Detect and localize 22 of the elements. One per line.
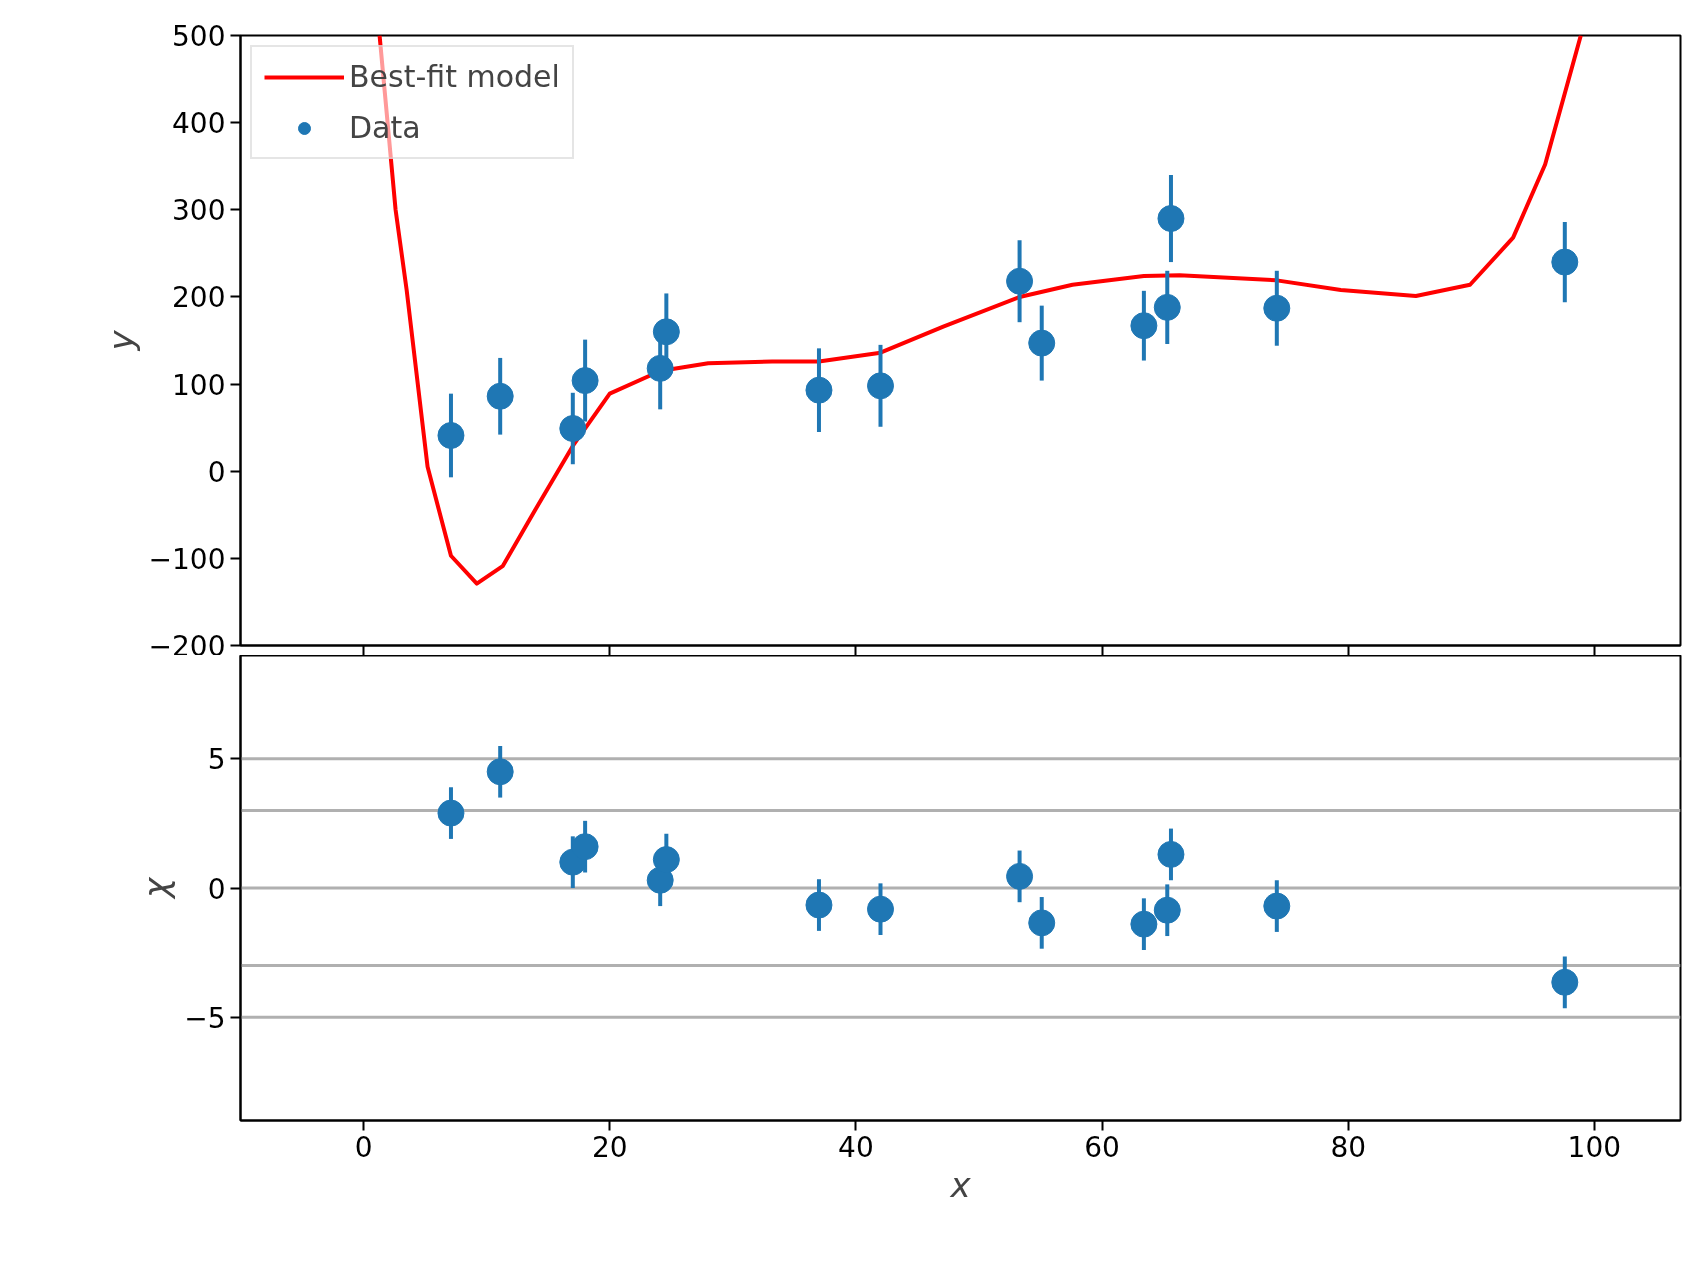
- legend-label: Data: [349, 110, 421, 145]
- x-tick-label: 100: [1567, 1130, 1622, 1164]
- x-tick-label: 0: [354, 1130, 373, 1164]
- y-tick-label: −200: [148, 629, 226, 663]
- y-axis-title: χ: [136, 876, 177, 901]
- y-tick-label: 300: [172, 194, 226, 228]
- y-tick-label: −5: [184, 1001, 226, 1035]
- y-tick-label: −100: [148, 542, 226, 576]
- y-tick-label: 400: [172, 107, 226, 141]
- x-tick-label: 80: [1330, 1130, 1367, 1164]
- y-tick-label: 5: [207, 743, 226, 777]
- y-tick-label: 100: [172, 368, 226, 402]
- y-tick-label: 0: [207, 872, 226, 906]
- legend-label: Best-fit model: [349, 59, 560, 94]
- y-tick-label: 500: [172, 20, 226, 53]
- x-tick-label: 60: [1084, 1130, 1120, 1164]
- y-tick-label: 200: [172, 281, 226, 315]
- y-axis-title: y: [100, 329, 141, 352]
- y-tick-label: 0: [207, 455, 226, 489]
- x-tick-label: 40: [838, 1130, 874, 1164]
- x-tick-label: 20: [591, 1130, 628, 1164]
- x-axis-title: x: [949, 1164, 972, 1205]
